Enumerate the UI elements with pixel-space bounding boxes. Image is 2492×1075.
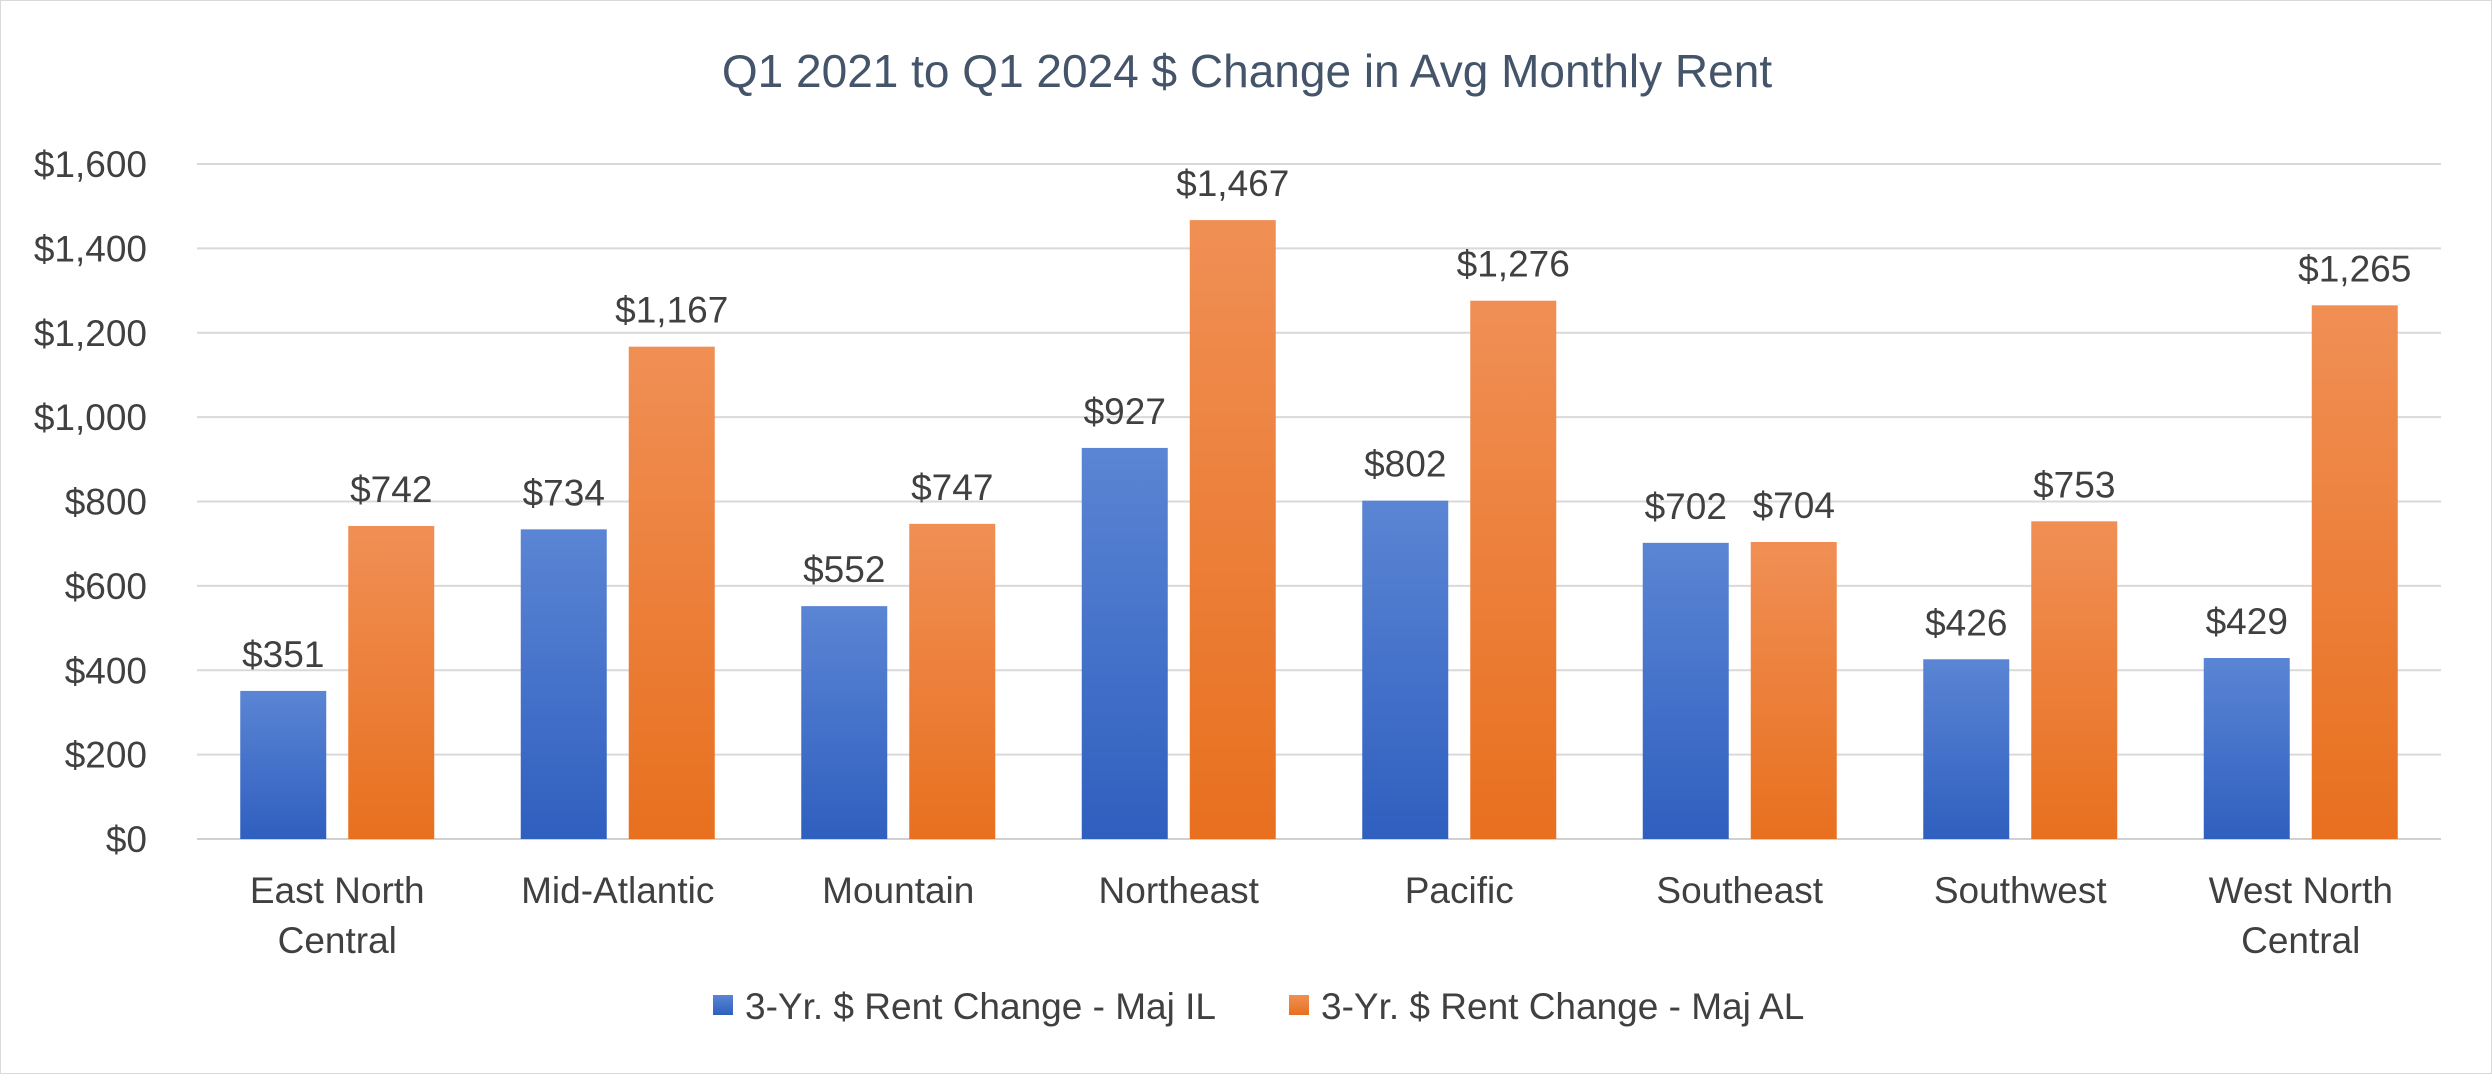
bar-maj-al	[2311, 305, 2398, 839]
data-label: $734	[523, 472, 605, 513]
data-label: $429	[2206, 601, 2288, 642]
x-category-label: Mountain	[822, 870, 974, 911]
bar-maj-al	[2031, 521, 2118, 839]
bar-maj-il	[2203, 658, 2290, 839]
x-category-label: Southeast	[1656, 870, 1823, 911]
data-label: $747	[911, 467, 993, 508]
y-tick-label: $400	[65, 650, 147, 691]
x-category-label: East North Central	[250, 870, 425, 961]
data-label: $927	[1084, 391, 1166, 432]
y-tick-label: $1,000	[34, 397, 147, 438]
data-label: $1,265	[2298, 248, 2411, 289]
bars	[240, 220, 2398, 839]
legend-swatch	[1289, 995, 1309, 1015]
data-label: $351	[242, 634, 324, 675]
bar-maj-il	[1362, 500, 1449, 839]
bar-maj-il	[520, 529, 607, 839]
x-category-label: Northeast	[1099, 870, 1260, 911]
bar-maj-al	[1470, 300, 1557, 839]
bar-maj-il	[240, 690, 327, 839]
data-label: $426	[1925, 602, 2007, 643]
x-category-label: West North Central	[2209, 870, 2393, 961]
x-category-label: Pacific	[1405, 870, 1514, 911]
y-tick-label: $1,200	[34, 313, 147, 354]
data-labels: $351 $742 $734 $1,167 $552 $747 $927 $1,467 $802…	[242, 163, 2411, 675]
legend-label: 3-Yr. $ Rent Change - Maj AL	[1321, 986, 1804, 1027]
y-tick-label: $800	[65, 482, 147, 523]
bar-maj-il	[1923, 659, 2010, 839]
y-axis-ticks: $0 $200 $400 $600 $800 $1,000 $1,200 $1,400 $1,6…	[34, 144, 147, 860]
legend-label: 3-Yr. $ Rent Change - Maj IL	[745, 986, 1216, 1027]
x-category-label: Mid-Atlantic	[521, 870, 714, 911]
bar-maj-al	[1189, 220, 1276, 839]
data-label: $742	[350, 469, 432, 510]
y-tick-label: $200	[65, 735, 147, 776]
x-category-label: Southwest	[1934, 870, 2107, 911]
data-label: $802	[1364, 444, 1446, 485]
y-tick-label: $1,400	[34, 228, 147, 269]
chart-title: Q1 2021 to Q1 2024 $ Change in Avg Month…	[722, 45, 1772, 97]
data-label: $552	[803, 549, 885, 590]
data-label: $702	[1645, 486, 1727, 527]
bar-maj-al	[348, 525, 435, 839]
data-label: $1,467	[1176, 163, 1289, 204]
bar-maj-al	[628, 346, 715, 839]
data-label: $1,276	[1457, 244, 1570, 285]
bar-maj-il	[1081, 447, 1168, 839]
y-tick-label: $600	[65, 566, 147, 607]
data-label: $753	[2033, 464, 2115, 505]
data-label: $704	[1753, 485, 1835, 526]
legend-swatch	[713, 995, 733, 1015]
y-tick-label: $1,600	[34, 144, 147, 185]
legend: 3-Yr. $ Rent Change - Maj IL 3-Yr. $ Rent…	[713, 986, 1804, 1027]
bar-maj-al	[1750, 542, 1837, 839]
y-tick-label: $0	[106, 819, 147, 860]
x-axis-categories: East North Central Mid-Atlantic Mountain Nor…	[250, 870, 2393, 961]
data-label: $1,167	[615, 290, 728, 331]
bar-maj-il	[801, 606, 888, 839]
bar-maj-il	[1642, 542, 1729, 839]
bar-maj-al	[909, 523, 996, 839]
